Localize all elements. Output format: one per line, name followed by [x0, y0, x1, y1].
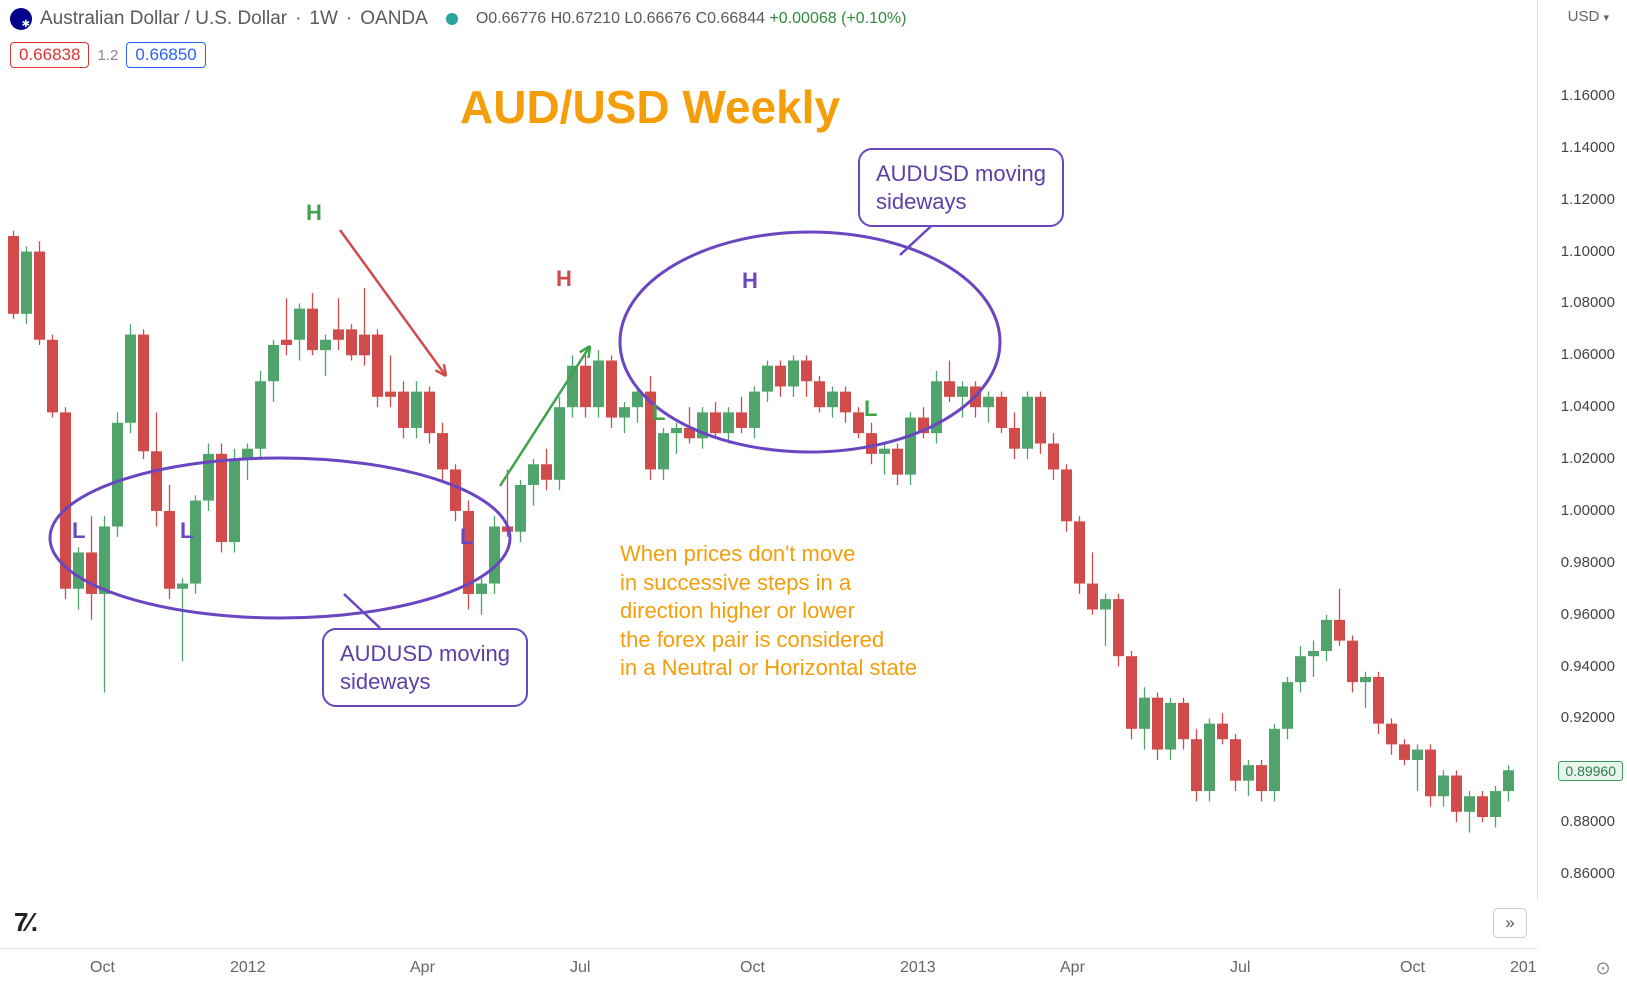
y-tick: 1.08000 — [1561, 294, 1615, 311]
y-tick: 1.02000 — [1561, 450, 1615, 467]
y-tick: 0.96000 — [1561, 606, 1615, 623]
y-tick: 0.94000 — [1561, 658, 1615, 675]
x-tick: 2012 — [230, 959, 266, 977]
x-tick: Jul — [1230, 959, 1250, 977]
swing-label: L — [180, 518, 193, 544]
x-tick: 201 — [1510, 959, 1537, 977]
price-axis: USD ▾ 1.16000 1.14000 1.12000 1.10000 1.0800… — [1537, 0, 1627, 900]
y-tick: 1.14000 — [1561, 139, 1615, 156]
y-tick: 1.04000 — [1561, 398, 1615, 415]
y-tick: 1.16000 — [1561, 87, 1615, 104]
x-tick: Apr — [1060, 959, 1085, 977]
last-price-badge: 0.89960 — [1558, 761, 1623, 781]
x-tick: 2013 — [900, 959, 936, 977]
swing-label: L — [652, 400, 665, 426]
time-axis: Oct 2012 Apr Jul Oct 2013 Apr Jul Oct 201 — [0, 948, 1537, 988]
x-tick: Oct — [1400, 959, 1425, 977]
y-tick: 0.88000 — [1561, 813, 1615, 830]
callout-sideways-1: AUDUSD movingsideways — [858, 148, 1064, 227]
y-tick: 1.06000 — [1561, 346, 1615, 363]
swing-label: L — [72, 518, 85, 544]
swing-label: L — [864, 396, 877, 422]
y-tick: 1.12000 — [1561, 191, 1615, 208]
y-tick: 0.92000 — [1561, 709, 1615, 726]
y-tick: 1.10000 — [1561, 243, 1615, 260]
x-tick: Apr — [410, 959, 435, 977]
callout-sideways-2: AUDUSD movingsideways — [322, 628, 528, 707]
chart-title: AUD/USD Weekly — [460, 80, 840, 134]
y-tick: 0.98000 — [1561, 554, 1615, 571]
goto-latest-button[interactable]: » — [1493, 908, 1527, 938]
y-tick: 1.00000 — [1561, 502, 1615, 519]
swing-label: H — [306, 200, 322, 226]
candlestick-chart[interactable] — [0, 0, 1537, 948]
swing-label: L — [460, 524, 473, 550]
x-tick: Oct — [740, 959, 765, 977]
axis-currency-label[interactable]: USD ▾ — [1568, 8, 1609, 25]
explanation-note: When prices don't movein successive step… — [620, 540, 917, 683]
swing-label: H — [556, 266, 572, 292]
x-tick: Jul — [570, 959, 590, 977]
x-tick: Oct — [90, 959, 115, 977]
y-tick: 0.86000 — [1561, 865, 1615, 882]
settings-icon[interactable]: ⊙ — [1591, 956, 1615, 980]
tradingview-logo-icon: 7⁄. — [14, 907, 37, 938]
swing-label: H — [742, 268, 758, 294]
